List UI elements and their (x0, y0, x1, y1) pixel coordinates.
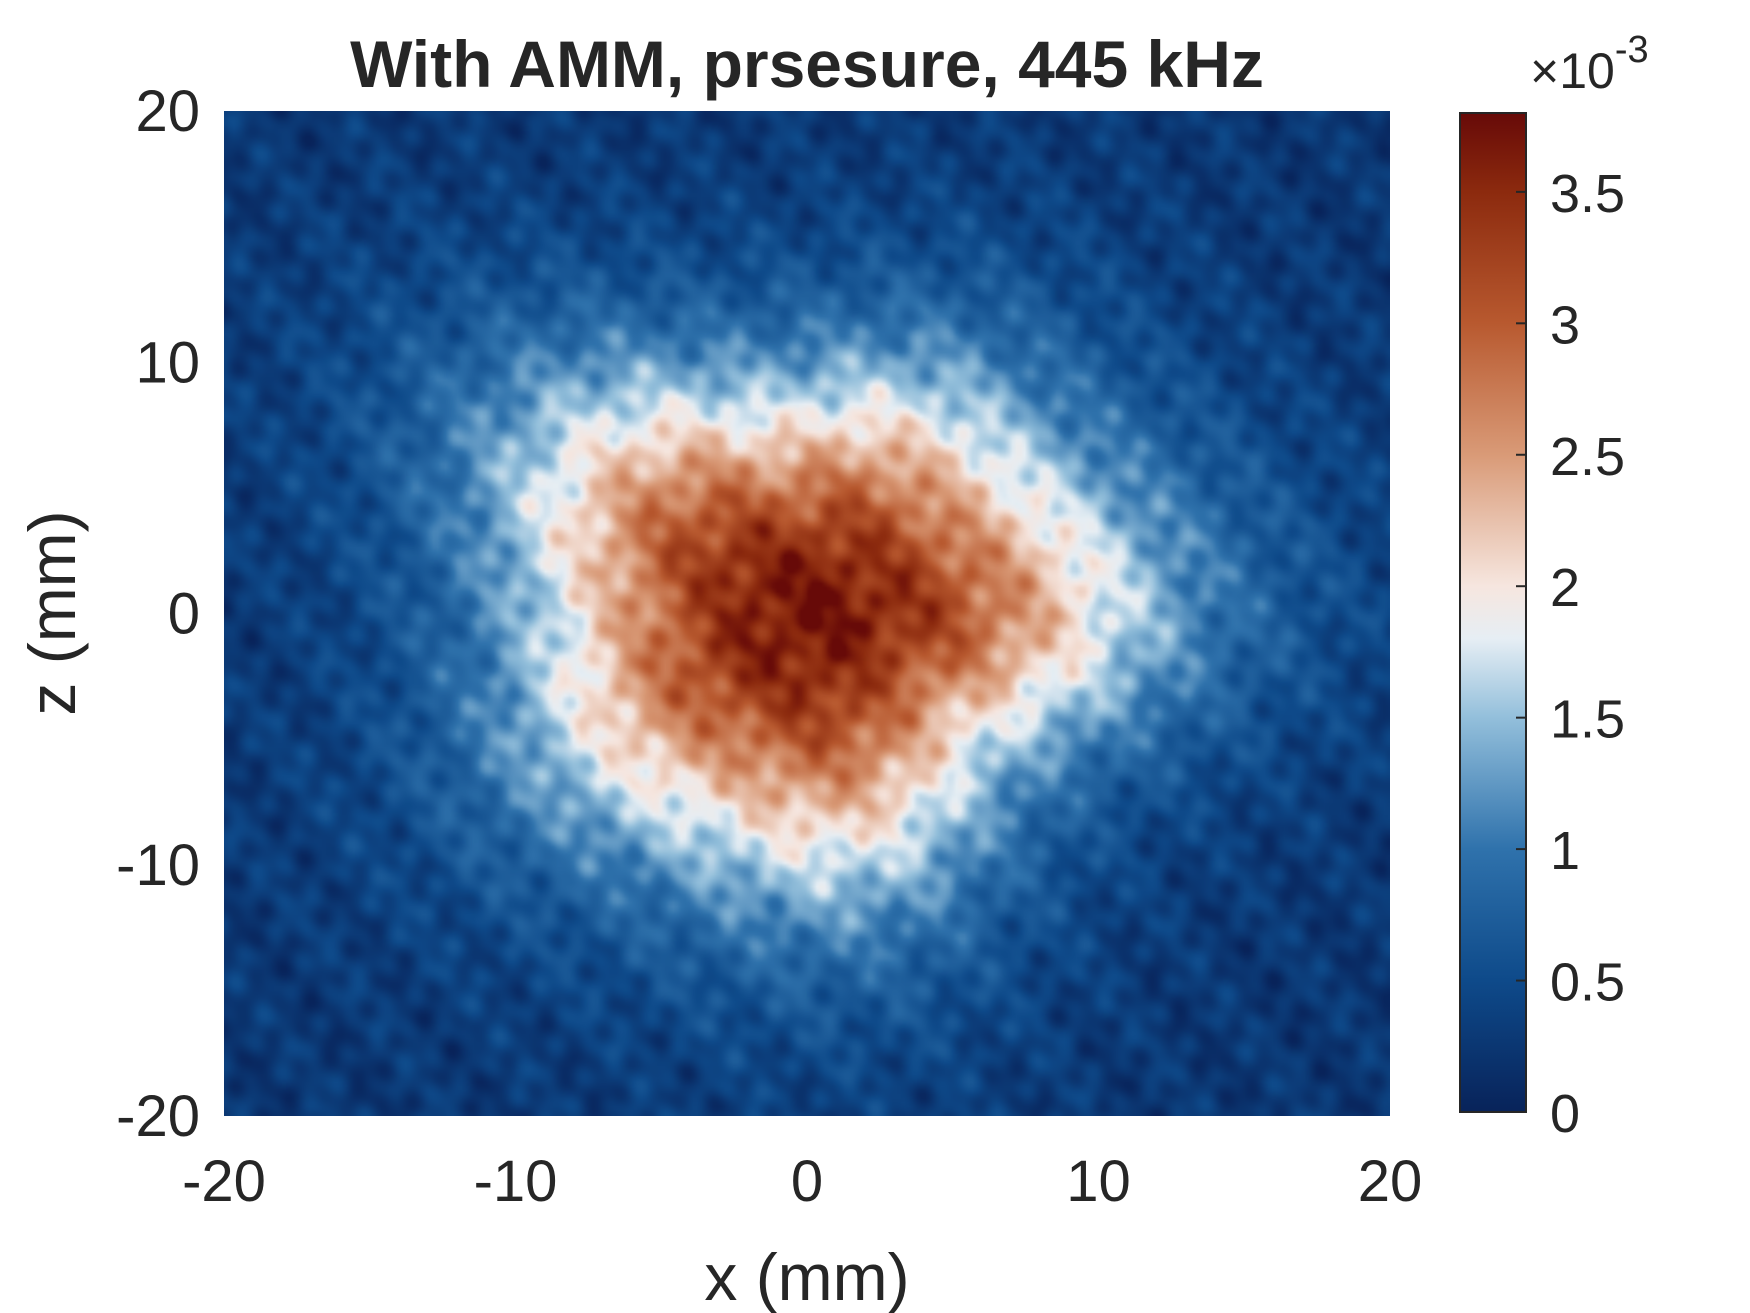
x-axis: -20 -10 0 10 20 (182, 1149, 1422, 1214)
colorbar-tick-label: 0.5 (1550, 953, 1625, 1013)
y-axis: -20 -10 0 10 20 (116, 79, 200, 1149)
y-tick-label: 10 (135, 330, 200, 395)
colorbar-tick-label: 3 (1550, 295, 1580, 355)
colorbar-tick-label: 2.5 (1550, 427, 1625, 487)
colorbar-exponent-power: -3 (1615, 29, 1649, 71)
x-axis-label: x (mm) (704, 1240, 909, 1313)
colorbar-tick-label: 2 (1550, 558, 1580, 618)
x-tick-label: -10 (474, 1149, 558, 1214)
y-tick-label: 0 (168, 582, 200, 647)
heatmap-area (224, 111, 1390, 1116)
colorbar (1459, 112, 1527, 1113)
heatmap-image (224, 111, 1390, 1116)
chart-title: With AMM, prsesure, 445 kHz (350, 27, 1264, 101)
colorbar-tick-label: 1.5 (1550, 690, 1625, 750)
y-tick-label: -20 (116, 1084, 200, 1149)
colorbar-tick-label: 0 (1550, 1084, 1580, 1144)
y-tick-label: 20 (135, 79, 200, 144)
colorbar-tick-label: 3.5 (1550, 164, 1625, 224)
y-tick-label: -10 (116, 833, 200, 898)
x-tick-label: 20 (1358, 1149, 1423, 1214)
y-axis-label: z (mm) (15, 510, 89, 715)
colorbar-exponent-prefix: ×10 (1530, 43, 1615, 99)
colorbar-tick-label: 1 (1550, 821, 1580, 881)
x-tick-label: -20 (182, 1149, 266, 1214)
colorbar-ticks: 0 0.5 1 1.5 2 2.5 3 3.5 (1516, 164, 1625, 1144)
colorbar-exponent: ×10-3 (1530, 29, 1649, 99)
x-tick-label: 0 (791, 1149, 823, 1214)
x-tick-label: 10 (1066, 1149, 1131, 1214)
